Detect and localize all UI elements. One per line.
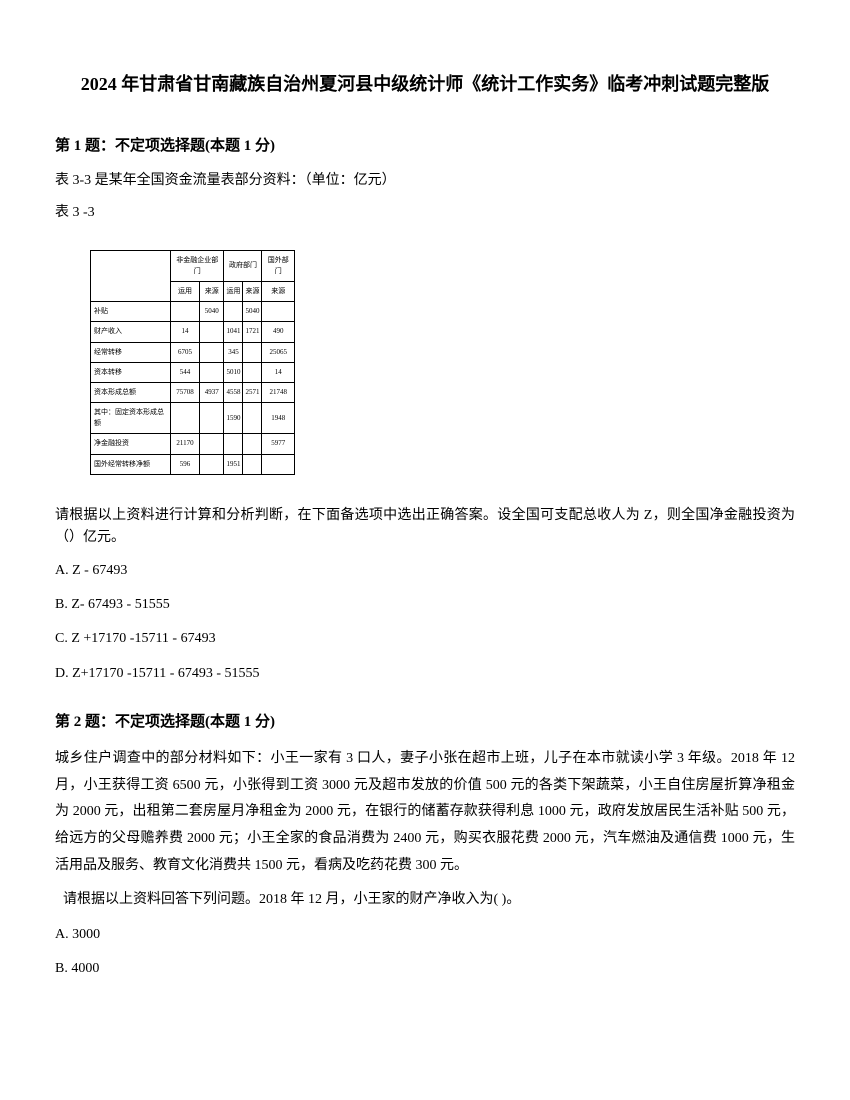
table-row: 资本转移 544 5010 14 xyxy=(91,362,295,382)
table-subheader: 运用 xyxy=(224,281,243,301)
table-row: 资本形成总额 75708 4937 4558 2571 21748 xyxy=(91,382,295,402)
table-row: 净金融投资 21170 5977 xyxy=(91,434,295,454)
q1-data-table: 非金融企业部门 政府部门 国外部门 运用 来源 运用 来源 来源 补贴 5040… xyxy=(90,250,295,475)
table-row: 其中：固定资本形成总额 1590 1948 xyxy=(91,403,295,434)
q1-table-label: 表 3 -3 xyxy=(55,202,795,224)
q2-option-a: A. 3000 xyxy=(55,924,795,946)
table-header: 非金融企业部门 xyxy=(171,250,224,281)
q1-header: 第 1 题：不定项选择题(本题 1 分) xyxy=(55,134,795,158)
table-row: 财产收入 14 1041 1721 490 xyxy=(91,322,295,342)
q2-paragraph: 城乡住户调查中的部分材料如下：小王一家有 3 口人，妻子小张在超市上班，儿子在本… xyxy=(55,746,795,879)
table-row: 补贴 5040 5040 xyxy=(91,302,295,322)
q2-instruction: 请根据以上资料回答下列问题。2018 年 12 月，小王家的财产净收入为( )。 xyxy=(55,889,795,911)
table-subheader: 来源 xyxy=(262,281,295,301)
table-cell xyxy=(91,250,171,302)
document-title: 2024 年甘肃省甘南藏族自治州夏河县中级统计师《统计工作实务》临考冲刺试题完整… xyxy=(55,70,795,99)
table-subheader: 来源 xyxy=(200,281,224,301)
q1-option-c: C. Z +17170 -15711 - 67493 xyxy=(55,628,795,650)
table-row: 经常转移 6705 345 25065 xyxy=(91,342,295,362)
table-header: 国外部门 xyxy=(262,250,295,281)
table-row: 国外经常转移净额 596 1951 xyxy=(91,454,295,474)
table-header: 政府部门 xyxy=(224,250,262,281)
q1-option-a: A. Z - 67493 xyxy=(55,560,795,582)
q1-option-d: D. Z+17170 -15711 - 67493 - 51555 xyxy=(55,663,795,685)
q1-analysis: 请根据以上资料进行计算和分析判断，在下面备选项中选出正确答案。设全国可支配总收人… xyxy=(55,505,795,550)
q2-header: 第 2 题：不定项选择题(本题 1 分) xyxy=(55,710,795,734)
table-subheader: 运用 xyxy=(171,281,200,301)
q1-text1: 表 3-3 是某年全国资金流量表部分资料：（单位：亿元） xyxy=(55,170,795,192)
q2-option-b: B. 4000 xyxy=(55,958,795,980)
table-subheader: 来源 xyxy=(243,281,262,301)
q1-option-b: B. Z- 67493 - 51555 xyxy=(55,594,795,616)
